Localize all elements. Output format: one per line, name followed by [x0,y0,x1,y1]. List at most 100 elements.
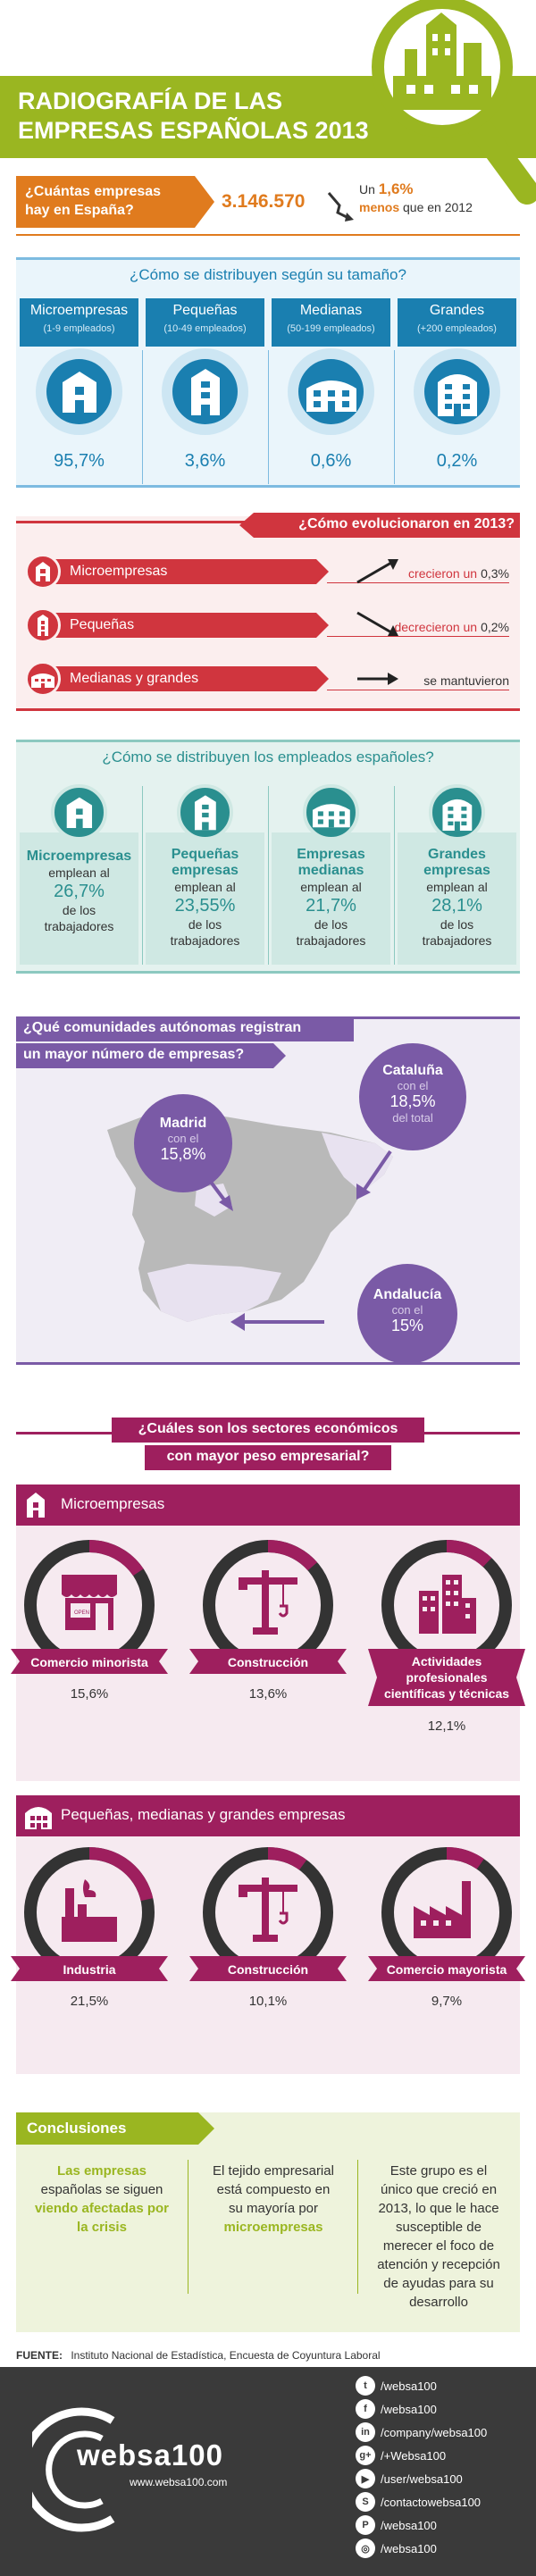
c2-line3: su mayoría por [228,2201,319,2216]
employees-post1: de los [188,917,222,932]
conclusion-col3: Este grupo es el único que creció en 201… [363,2162,515,2312]
social-handle: /websa100 [381,2379,437,2393]
employees-post1: de los [62,903,96,917]
micro-header-icon [27,1493,45,1518]
pinterest-icon: P [356,2515,375,2535]
social-handle: /websa100 [381,2518,437,2532]
count-question: ¿Cuántas empresas hay en España? [25,182,195,220]
micro-sector-label: Construcción [227,1655,309,1669]
small-company-icon [172,359,238,424]
c3-line7: de ayudas para su [383,2276,494,2291]
employees-pre: emplean al [48,866,110,880]
size-divider [142,350,143,484]
conclusion-col2: El tejido empresarial está compuesto en … [193,2162,354,2237]
employees-divider [142,786,143,965]
pmg-sector-label: Comercio mayorista [386,1962,507,1977]
evolution-underline [327,582,509,583]
large-employees-icon [436,791,478,833]
evolution-bar [39,613,329,638]
c3-line2: único que creció en [380,2182,498,2197]
social-link[interactable]: ◎ /websa100 [356,2538,437,2558]
social-handle: /contactowebsa100 [381,2495,482,2509]
conclusion-col1: Las empresas españolas se siguen viendo … [23,2162,180,2237]
c1-line4: la crisis [77,2220,127,2235]
pmg-sector-label-box [11,1956,168,1981]
sectors-micro-header [16,1485,520,1526]
pmg-sector-value: 21,5% [70,1994,109,2009]
employees-value: 21,7% [306,896,356,916]
c3-line1: Este grupo es el [389,2163,488,2179]
employees-post2: trabajadores [422,933,492,948]
footer [0,2367,536,2576]
social-link[interactable]: f/websa100 [356,2399,437,2419]
micro-sector-label: Actividades profesionales científicas y … [383,1654,510,1701]
evolution-title: ¿Cómo evolucionaron en 2013? [298,516,515,531]
micro-sector-value: 15,6% [70,1686,109,1702]
social-link[interactable]: in/company/websa100 [356,2422,487,2442]
employees-divider [268,786,269,965]
social-link[interactable]: S/contactowebsa100 [356,2492,481,2512]
micro-sector-label: Comercio minorista [30,1655,148,1669]
employees-post1: de los [314,917,348,932]
header-title-line2: EMPRESAS ESPAÑOLAS 2013 [18,117,369,144]
employees-pre: emplean al [174,880,236,894]
madrid-name: Madrid [159,1116,207,1131]
micro-sector-label-box [368,1649,525,1706]
employees-pre: emplean al [426,880,488,894]
size-sublabel: (10-49 empleados) [163,323,247,334]
change-percent: 1,6% [378,180,414,197]
evolution-title-box [239,513,520,538]
header-title-line1: RADIOGRAFÍA DE LAS [18,88,282,114]
cataluna-arrow [353,1148,398,1201]
sectors-micro-heading: Microempresas [61,1495,165,1512]
employees-post1: de los [440,917,474,932]
andalucia-value: 15% [390,1317,424,1334]
linkedin-icon: in [356,2422,375,2442]
andalucia-name: Andalucía [373,1287,442,1302]
employees-name: Pequeñas [171,847,239,862]
size-card-header [398,298,516,347]
evolution-change-text: decrecieron un [394,620,478,634]
size-sublabel: (+200 empleados) [417,323,497,334]
micro-employees-icon [58,791,100,833]
micro-sector-value: 12,1% [427,1719,466,1734]
sectors-pmg-heading: Pequeñas, medianas y grandes empresas [61,1806,346,1823]
brand-name: websa100 [77,2438,223,2471]
pmg-sector-value: 10,1% [248,1994,288,2009]
social-handle: /user/websa100 [381,2471,463,2486]
evolution-change: crecieron un 0,3% [393,566,509,581]
evolution-label: Medianas y grandes [70,671,199,686]
madrid-region [195,1183,232,1217]
down-arrow-icon [356,611,400,638]
evolution-icon-circle [25,554,61,590]
count-underline [16,234,520,236]
pmg-sector-value: 9,7% [431,1994,463,2009]
conclusions-section [16,2112,520,2332]
employees-name2: medianas [297,863,364,878]
size-value: 95,7% [54,451,105,471]
employees-text: Empresas medianas emplean al 21,7% de los tra… [272,847,390,949]
evolution-label: Pequeñas [70,617,135,632]
andalucia-pre: con el [391,1303,423,1317]
employees-name: Grandes [428,847,486,862]
small-employees-icon [184,791,226,833]
sectors-title-line1: ¿Cuáles son los sectores económicos [138,1421,398,1436]
brand-url[interactable]: www.websa100.com [130,2476,228,2488]
evolution-change-text: se mantuvieron [423,673,509,688]
social-link[interactable]: g+ /+Websa100 [356,2446,446,2465]
social-link[interactable]: ▶ /user/websa100 [356,2469,463,2488]
size-card-header [146,298,264,347]
size-value: 0,2% [436,451,478,471]
employees-card [146,832,264,965]
magnifier-icon [353,0,536,205]
size-label: Microempresas [29,303,129,318]
crane-icon [228,1565,308,1640]
evolution-underline [327,636,509,637]
count-question-box [16,176,214,228]
social-link[interactable]: t/websa100 [356,2376,437,2396]
social-link[interactable]: P/websa100 [356,2515,437,2535]
large-company-icon [424,359,490,424]
brand-logo[interactable] [32,2403,121,2537]
pmg-sector-label: Industria [63,1962,116,1977]
c3-line8: desarrollo [409,2295,468,2310]
